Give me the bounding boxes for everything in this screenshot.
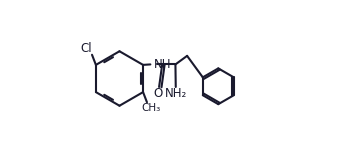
Text: Cl: Cl: [81, 42, 92, 55]
Text: O: O: [154, 87, 163, 100]
Text: CH₃: CH₃: [142, 103, 161, 113]
Text: NH₂: NH₂: [164, 87, 187, 100]
Text: NH: NH: [153, 58, 171, 71]
